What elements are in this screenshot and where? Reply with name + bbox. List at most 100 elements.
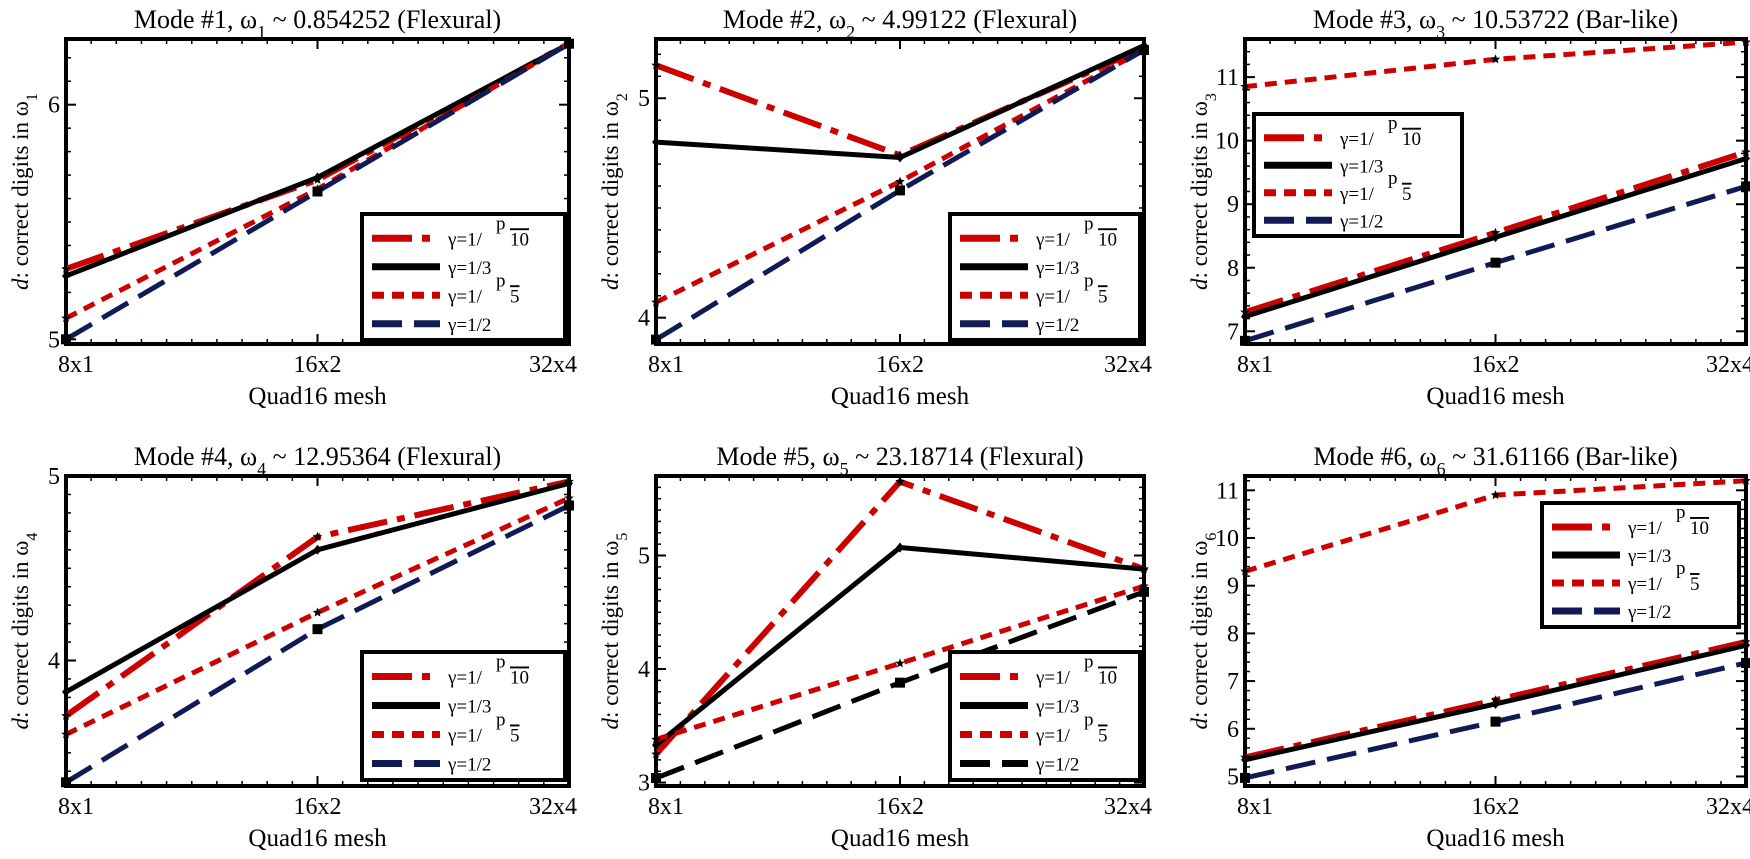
legend-label-3: γ=1/: [1035, 726, 1071, 747]
legend-label-2: γ=1/3: [1339, 156, 1383, 177]
y-axis-label-italic: d: [8, 278, 33, 290]
legend-label-2: γ=1/3: [1035, 697, 1079, 718]
legend-label-2: γ=1/3: [447, 697, 491, 718]
legend-label-sup: p: [1084, 270, 1094, 291]
data-point-star: [1741, 147, 1750, 157]
legend-label-radicand: 10: [1098, 668, 1117, 689]
legend-label-radicand: 5: [1098, 286, 1108, 307]
data-point-square: [895, 185, 905, 196]
legend-label-3: γ=1/: [447, 286, 483, 307]
x-tick-label: 16x2: [876, 794, 924, 820]
series-line-4: [64, 41, 571, 342]
data-point-star: [1240, 81, 1250, 91]
data-point-star: [312, 531, 323, 541]
series-line-1: [64, 41, 571, 272]
data-point-diamond: [313, 544, 322, 555]
y-tick-label: 6: [48, 93, 60, 119]
legend-label-main: γ=1/: [1627, 518, 1663, 539]
legend-label-4: γ=1/2: [1035, 315, 1079, 336]
y-axis-label-italic: d: [598, 717, 623, 729]
data-point-square: [1741, 181, 1750, 192]
y-tick-label: 5: [48, 327, 60, 353]
chart-title: Mode #1, ω1 ~ 0.854252 (Flexural): [134, 5, 501, 42]
legend-label-radicand: 5: [1098, 726, 1108, 747]
y-axis-label-italic: d: [1187, 717, 1212, 729]
data-point-star: [895, 176, 905, 186]
chart-title-post: ~ 23.18714 (Flexural): [849, 442, 1084, 471]
legend-label-main: γ=1/3: [1339, 156, 1383, 177]
x-axis-label: Quad16 mesh: [831, 383, 970, 410]
chart-title-post: ~ 0.854252 (Flexural): [266, 5, 501, 34]
data-point-diamond: [1491, 232, 1500, 243]
data-point-star: [61, 710, 71, 720]
legend-label-sup: p: [496, 652, 506, 673]
series-line-3: [654, 47, 1146, 305]
legend-label-sup: p: [496, 213, 506, 234]
data-point-star: [1741, 475, 1750, 485]
y-axis-label-sub: 5: [614, 533, 631, 541]
y-tick-label: 4: [48, 649, 60, 675]
y-tick-label: 8: [1227, 256, 1239, 282]
legend-label-4: γ=1/2: [447, 315, 491, 336]
x-tick-label: 16x2: [876, 352, 924, 378]
data-point-diamond: [1241, 311, 1249, 322]
legend-label-4: γ=1/2: [1339, 211, 1383, 232]
data-point-square: [895, 677, 905, 688]
data-point-diamond: [565, 478, 573, 489]
y-axis-label-pre: : correct digits in ω: [598, 101, 623, 278]
data-point-star: [1741, 37, 1750, 47]
legend-label-main: γ=1/3: [1035, 697, 1079, 718]
data-point-diamond: [62, 686, 70, 697]
chart-title-post: ~ 4.99122 (Flexural): [855, 5, 1077, 34]
y-tick-label: 5: [1227, 764, 1239, 790]
data-point-diamond: [1140, 564, 1148, 575]
data-point-star: [651, 297, 661, 307]
data-point-square: [1490, 716, 1501, 727]
legend-label-main: γ=1/3: [1627, 546, 1671, 567]
x-tick-label: 8x1: [58, 794, 94, 820]
data-point-star: [61, 263, 71, 273]
legend-label-sup: p: [1676, 502, 1686, 523]
data-point-star: [895, 658, 905, 668]
legend-label-1: γ=1/: [1627, 518, 1663, 539]
legend-label-sup: p: [496, 270, 506, 291]
chart-panel-4: Mode #4, ω4 ~ 12.95364 (Flexural) 8x1 16x2…: [8, 442, 577, 852]
data-point-square: [1139, 44, 1149, 55]
data-point-square: [1240, 335, 1250, 346]
legend-label-sup: p: [1676, 558, 1686, 579]
y-axis-label-pre: : correct digits in ω: [8, 101, 33, 278]
legend-label-1: γ=1/: [1339, 129, 1375, 150]
data-point-diamond: [896, 542, 904, 553]
legend-label-1: γ=1/: [447, 668, 483, 689]
chart-title: Mode #2, ω2 ~ 4.99122 (Flexural): [723, 5, 1077, 42]
data-point-star: [1240, 566, 1250, 576]
chart-title: Mode #6, ω6 ~ 31.61166 (Bar-like): [1313, 442, 1677, 479]
x-axis-label: Quad16 mesh: [1426, 825, 1565, 852]
series-line-1: [1244, 149, 1747, 316]
legend-label-main: γ=1/: [1627, 574, 1663, 595]
data-point-star: [651, 60, 661, 70]
chart-title-pre: Mode #1, ω: [134, 5, 257, 34]
data-point-square: [564, 500, 574, 511]
legend-label-main: γ=1/2: [447, 315, 491, 336]
legend-label-main: γ=1/: [447, 229, 483, 250]
legend-label-main: γ=1/: [1339, 129, 1375, 150]
data-point-star: [651, 734, 661, 744]
legend-label-1: γ=1/: [1035, 668, 1071, 689]
x-tick-label: 32x4: [1706, 794, 1750, 820]
chart-title: Mode #4, ω4 ~ 12.95364 (Flexural): [134, 442, 501, 479]
legend-label-main: γ=1/2: [1035, 315, 1079, 336]
y-axis-label-sub: 2: [614, 93, 631, 101]
data-point-square: [61, 334, 71, 345]
y-tick-label: 10: [1215, 526, 1239, 552]
chart-title: Mode #3, ω3 ~ 10.53722 (Bar-like): [1313, 5, 1678, 42]
y-tick-label: 7: [1227, 669, 1239, 695]
legend-label-2: γ=1/3: [1035, 258, 1079, 279]
data-point-square: [1139, 586, 1149, 597]
data-point-square: [312, 624, 323, 635]
legend-label-sup: p: [1388, 113, 1398, 134]
chart-title-pre: Mode #5, ω: [716, 442, 839, 471]
x-tick-label: 16x2: [294, 794, 342, 820]
chart-title-pre: Mode #2, ω: [723, 5, 846, 34]
